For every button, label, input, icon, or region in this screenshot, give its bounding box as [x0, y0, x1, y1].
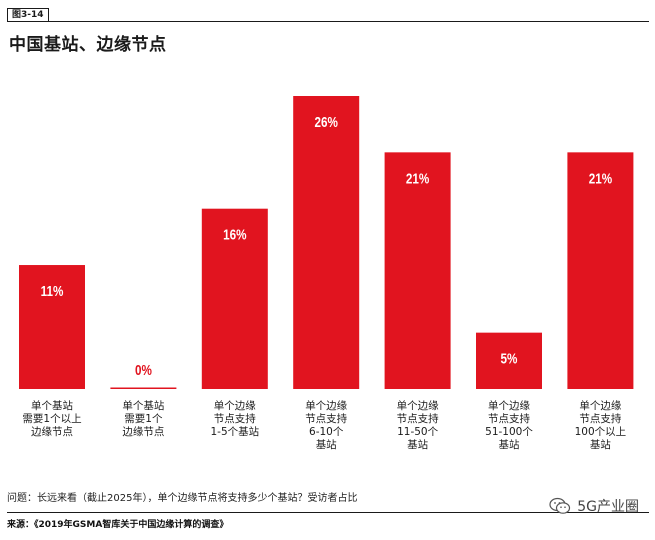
bar: [567, 152, 634, 389]
category-label: 节点支持: [488, 412, 530, 425]
source-note: 来源：《2019年GSMA智库关于中国边缘计算的调查》: [7, 520, 229, 530]
data-label: 0%: [135, 362, 152, 379]
category-label: 100个以上: [575, 426, 627, 438]
category-label: 需要1个以上: [22, 413, 81, 425]
category-label: 基站: [499, 438, 520, 451]
bottom-divider: [7, 512, 649, 513]
bar: [110, 387, 177, 389]
watermark: 5G产业圈: [549, 496, 639, 516]
bar: [476, 332, 542, 389]
bar: [293, 96, 360, 389]
category-label: 边缘节点: [122, 425, 164, 438]
category-label: 基站: [590, 438, 611, 451]
category-label: 需要1个: [124, 413, 163, 425]
survey-question-note: 问题：长远来看（截止2025年），单个边缘节点将支持多少个基站？受访者占比: [7, 493, 358, 504]
category-label: 节点支持: [579, 412, 621, 425]
bar: [19, 265, 85, 389]
data-label: 5%: [501, 350, 518, 367]
wechat-icon: [549, 497, 571, 514]
data-label: 21%: [589, 170, 612, 187]
data-label: 21%: [406, 170, 429, 187]
chart-title: 中国基站、边缘节点: [9, 35, 167, 55]
category-label: 节点支持: [214, 412, 256, 425]
bar: [384, 152, 451, 389]
category-label: 单个基站: [31, 399, 73, 412]
category-label: 边缘节点: [31, 425, 73, 438]
category-label: 11-50个: [397, 426, 439, 438]
category-label: 基站: [407, 438, 428, 451]
category-label: 单个边缘: [397, 399, 439, 412]
category-label: 单个边缘: [579, 399, 621, 412]
category-label: 节点支持: [397, 412, 439, 425]
bar: [201, 208, 268, 389]
data-label: 16%: [223, 226, 246, 243]
category-label: 节点支持: [305, 412, 347, 425]
top-divider: [7, 21, 649, 22]
data-label: 11%: [41, 283, 64, 300]
category-label: 单个边缘: [214, 399, 256, 412]
category-label: 6-10个: [309, 426, 344, 438]
category-label: 1-5个基站: [210, 425, 259, 438]
category-label: 51-100个: [485, 426, 533, 438]
category-label: 单个基站: [122, 399, 164, 412]
category-label: 单个边缘: [488, 399, 530, 412]
watermark-text: 5G产业圈: [577, 499, 639, 515]
category-label: 单个边缘: [305, 399, 347, 412]
category-label: 基站: [316, 438, 337, 451]
data-label: 26%: [314, 114, 337, 131]
